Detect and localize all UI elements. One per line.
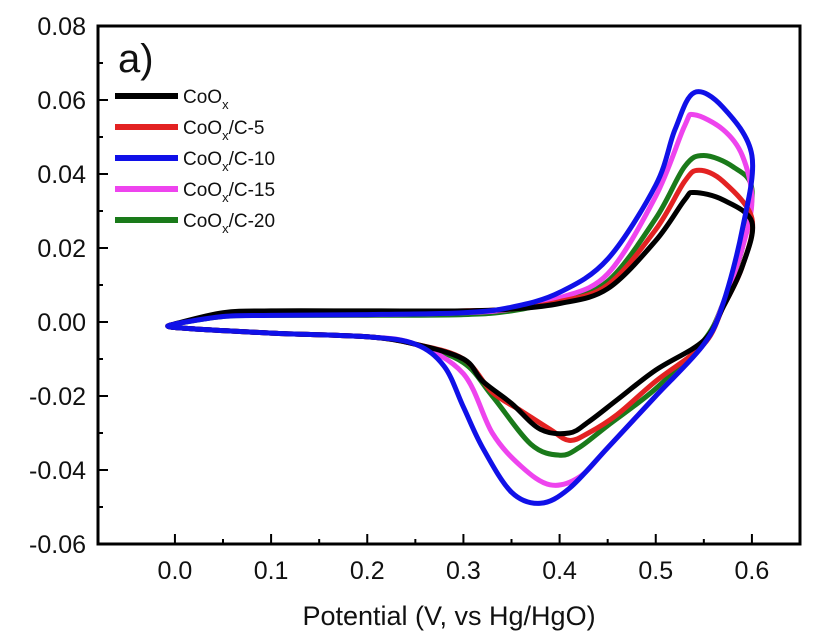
- y-tick-label: 0.06: [37, 87, 86, 115]
- legend-label-main: CoO: [183, 211, 222, 232]
- legend-label-suffix: /C-20: [229, 211, 275, 232]
- legend-label-subscript: x: [222, 97, 229, 112]
- legend-label-suffix: /C-5: [229, 118, 265, 139]
- y-tick-label: 0.00: [37, 309, 86, 337]
- legend-label-subscript: x: [222, 190, 229, 205]
- legend-label-main: CoO: [183, 118, 222, 139]
- y-axis: -0.06 -0.04 -0.02 0.00 0.02 0.04 0.06 0.08: [29, 13, 108, 559]
- legend-label-subscript: x: [222, 221, 229, 236]
- y-tick-label: 0.08: [37, 13, 86, 41]
- x-tick-label: 0.6: [735, 557, 770, 585]
- y-tick-label: -0.02: [29, 383, 86, 411]
- legend-label: CoOx/C-5: [183, 118, 264, 143]
- x-tick-label: 0.4: [542, 557, 577, 585]
- y-tick-label: 0.02: [37, 235, 86, 263]
- legend-label-subscript: x: [222, 159, 229, 174]
- x-tick-label: 0.5: [638, 557, 673, 585]
- y-tick-label: 0.04: [37, 161, 86, 189]
- legend-label: CoOx/C-15: [183, 180, 275, 205]
- legend-label: CoOx: [183, 87, 229, 112]
- x-tick-label: 0.0: [158, 557, 193, 585]
- legend-label: CoOx/C-10: [183, 149, 275, 174]
- legend-label-main: CoO: [183, 87, 222, 108]
- x-axis-title: Potential (V, vs Hg/HgO): [302, 601, 595, 631]
- legend-label-suffix: /C-10: [229, 149, 275, 170]
- series-curves: [165, 89, 756, 506]
- legend-label: CoOx/C-20: [183, 211, 275, 236]
- x-axis: 0.0 0.1 0.2 0.3 0.4 0.5 0.6: [158, 534, 770, 585]
- series-line: [165, 89, 756, 506]
- legend-label-suffix: /C-15: [229, 180, 275, 201]
- x-tick-label: 0.2: [350, 557, 385, 585]
- y-tick-label: -0.06: [29, 531, 86, 559]
- x-tick-label: 0.1: [254, 557, 289, 585]
- legend-label-subscript: x: [222, 128, 229, 143]
- x-tick-label: 0.3: [446, 557, 481, 585]
- legend-label-main: CoO: [183, 180, 222, 201]
- y-tick-label: -0.04: [29, 457, 86, 485]
- legend-label-main: CoO: [183, 149, 222, 170]
- panel-label: a): [118, 37, 154, 81]
